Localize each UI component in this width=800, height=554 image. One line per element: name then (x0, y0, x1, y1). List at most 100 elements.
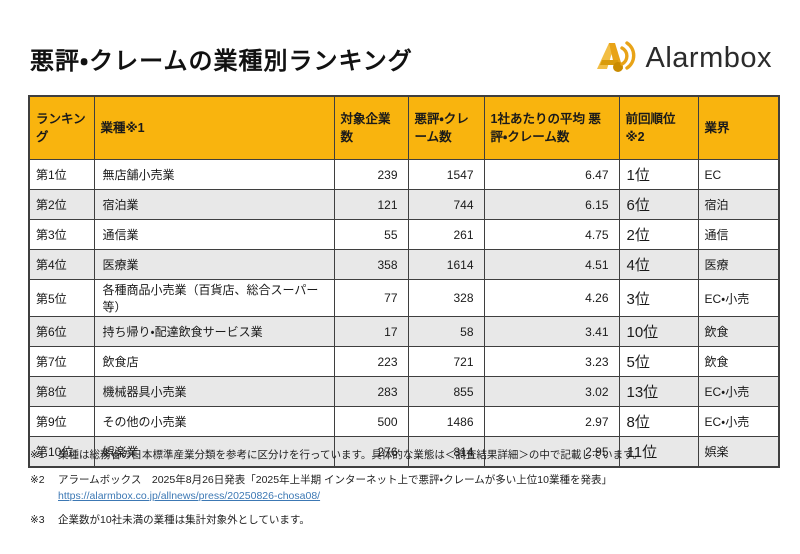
cell-companies: 276 (333, 436, 409, 468)
cell-companies: 283 (333, 376, 409, 407)
cell-complaints: 855 (407, 376, 485, 407)
cell-companies: 223 (333, 346, 409, 377)
cell-prev: 4位 (618, 249, 699, 280)
page-title: 悪評・クレームの業種別ランキング (30, 48, 413, 75)
cell-industry: その他の小売業 (93, 406, 335, 437)
ranking-table-wrapper: ランキング 業種※1 対象企業数 悪評・クレーム数 1社あたりの平均 悪評・クレ… (28, 95, 780, 468)
cell-industry: 機械器具小売業 (93, 376, 335, 407)
footnote-2-source-link[interactable]: https://alarmbox.co.jp/allnews/press/202… (58, 489, 321, 502)
cell-avg: 2.95 (483, 436, 620, 468)
cell-avg: 6.47 (483, 159, 620, 190)
cell-industry: 持ち帰り・配達飲食サービス業 (93, 316, 335, 347)
header-companies: 対象企業数 (333, 95, 409, 160)
cell-avg: 2.97 (483, 406, 620, 437)
cell-rank: 第4位 (28, 249, 95, 280)
cell-sector: EC・小売 (697, 279, 780, 317)
cell-rank: 第3位 (28, 219, 95, 250)
cell-sector: 通信 (697, 219, 780, 250)
table-row: 第3位 通信業 55 261 4.75 2位 通信 (28, 219, 780, 250)
cell-complaints: 58 (407, 316, 485, 347)
cell-avg: 3.41 (483, 316, 620, 347)
cell-prev: 8位 (618, 406, 699, 437)
cell-avg: 3.23 (483, 346, 620, 377)
cell-avg: 3.02 (483, 376, 620, 407)
cell-prev: 10位 (618, 316, 699, 347)
cell-rank: 第1位 (28, 159, 95, 190)
table-row: 第2位 宿泊業 121 744 6.15 6位 宿泊 (28, 189, 780, 220)
table-row: 第1位 無店舗小売業 239 1547 6.47 1位 EC (28, 159, 780, 190)
topbar: 悪評・クレームの業種別ランキング Alarmbox (30, 36, 772, 81)
cell-industry: 医療業 (93, 249, 335, 280)
cell-industry: 飲食店 (93, 346, 335, 377)
cell-rank: 第5位 (28, 279, 95, 317)
cell-sector: 飲食 (697, 316, 780, 347)
cell-companies: 55 (333, 219, 409, 250)
cell-prev: 3位 (618, 279, 699, 317)
cell-complaints: 721 (407, 346, 485, 377)
cell-industry: 通信業 (93, 219, 335, 250)
table-row: 第4位 医療業 358 1614 4.51 4位 医療 (28, 249, 780, 280)
cell-rank: 第6位 (28, 316, 95, 347)
cell-sector: 宿泊 (697, 189, 780, 220)
cell-industry: 各種商品小売業（百貨店、総合スーパー等） (93, 279, 335, 317)
header-complaints: 悪評・クレーム数 (407, 95, 485, 160)
table-row: 第6位 持ち帰り・配達飲食サービス業 17 58 3.41 10位 飲食 (28, 316, 780, 347)
cell-companies: 121 (333, 189, 409, 220)
table-header: ランキング 業種※1 対象企業数 悪評・クレーム数 1社あたりの平均 悪評・クレ… (28, 95, 780, 160)
header-rank: ランキング (28, 95, 95, 160)
cell-rank: 第2位 (28, 189, 95, 220)
header-industry: 業種※1 (93, 95, 335, 160)
cell-rank: 第7位 (28, 346, 95, 377)
cell-industry: 宿泊業 (93, 189, 335, 220)
cell-avg: 6.15 (483, 189, 620, 220)
cell-rank: 第8位 (28, 376, 95, 407)
cell-sector: 娯楽 (697, 436, 780, 468)
cell-companies: 77 (333, 279, 409, 317)
header-sector: 業界 (697, 95, 780, 160)
header-row: ランキング 業種※1 対象企業数 悪評・クレーム数 1社あたりの平均 悪評・クレ… (28, 95, 780, 160)
cell-prev: 1位 (618, 159, 699, 190)
cell-avg: 4.26 (483, 279, 620, 317)
cell-prev: 2位 (618, 219, 699, 250)
footnote-3-marker: ※3 (30, 514, 45, 527)
cell-sector: EC (697, 159, 780, 190)
cell-complaints: 1486 (407, 406, 485, 437)
table-row: 第7位 飲食店 223 721 3.23 5位 飲食 (28, 346, 780, 377)
cell-companies: 239 (333, 159, 409, 190)
alarmbox-logo-text: Alarmbox (645, 42, 772, 74)
header-prev-rank: 前回順位 ※2 (618, 95, 699, 160)
table-row: 第10位 娯楽業 276 814 2.95 11位 娯楽 (28, 436, 780, 468)
cell-complaints: 1614 (407, 249, 485, 280)
cell-sector: EC・小売 (697, 376, 780, 407)
cell-industry: 無店舗小売業 (93, 159, 335, 190)
cell-prev: 11位 (618, 436, 699, 468)
footnote-3-text: 企業数が10社未満の業種は集計対象外としています。 (58, 514, 310, 527)
footnote-1-text: 業種は総務省の日本標準産業分類を参考に区分けを行っています。具体的な業態は＜調査… (58, 449, 644, 461)
cell-industry: 娯楽業 (93, 436, 335, 468)
cell-prev: 13位 (618, 376, 699, 407)
table-row: 第9位 その他の小売業 500 1486 2.97 8位 EC・小売 (28, 406, 780, 437)
cell-complaints: 744 (407, 189, 485, 220)
cell-sector: 医療 (697, 249, 780, 280)
cell-complaints: 814 (407, 436, 485, 468)
cell-complaints: 1547 (407, 159, 485, 190)
cell-avg: 4.51 (483, 249, 620, 280)
footnote-1-marker: ※1 (30, 449, 45, 461)
cell-companies: 358 (333, 249, 409, 280)
ranking-table: ランキング 業種※1 対象企業数 悪評・クレーム数 1社あたりの平均 悪評・クレ… (28, 95, 780, 468)
cell-prev: 6位 (618, 189, 699, 220)
cell-avg: 4.75 (483, 219, 620, 250)
footnotes: ※1 業種は総務省の日本標準産業分類を参考に区分けを行っています。具体的な業態は… (30, 448, 775, 538)
footnote-3: ※3 企業数が10社未満の業種は集計対象外としています。 (30, 513, 775, 529)
alarmbox-sound-wave-icon (594, 36, 640, 81)
footnote-2: ※2 アラームボックス 2025年8月26日発表「2025年上半期 インターネッ… (30, 473, 775, 505)
alarmbox-logo: Alarmbox (594, 36, 773, 81)
cell-prev: 5位 (618, 346, 699, 377)
header-average: 1社あたりの平均 悪評・クレーム数 (483, 95, 620, 160)
cell-complaints: 261 (407, 219, 485, 250)
ranking-table-body: 第1位 無店舗小売業 239 1547 6.47 1位 EC 第2位 宿泊業 121 744 6.15… (28, 159, 780, 468)
table-row: 第5位 各種商品小売業（百貨店、総合スーパー等） 77 328 4.26 3位 EC・小売 (28, 279, 780, 317)
table-row: 第8位 機械器具小売業 283 855 3.02 13位 EC・小売 (28, 376, 780, 407)
cell-companies: 500 (333, 406, 409, 437)
cell-sector: EC・小売 (697, 406, 780, 437)
